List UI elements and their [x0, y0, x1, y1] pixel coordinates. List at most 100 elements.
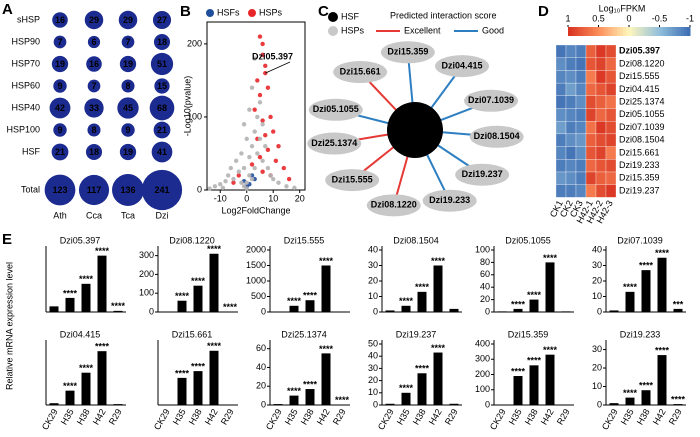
bubble-label: 9: [57, 81, 62, 91]
y-tick-label: 10: [592, 291, 602, 301]
x-tick-label: 0: [244, 193, 249, 203]
colorbar-step: [635, 27, 639, 36]
row-label: Dzi19.237: [619, 185, 660, 195]
colorbar-title: Log₁₀FPKM: [599, 3, 646, 13]
center-label: Dzi05.397: [394, 124, 435, 134]
y-tick-label: 20: [368, 375, 378, 385]
colorbar-step: [674, 27, 679, 36]
bar: [49, 306, 59, 312]
bubble-label: 41: [157, 147, 167, 157]
bar: [449, 403, 459, 405]
colorbar-step: [671, 27, 676, 36]
colorbar-step: [638, 27, 642, 36]
significance: ****: [671, 394, 686, 404]
y-tick-label: 40: [368, 244, 378, 254]
heat-cell: [565, 108, 577, 122]
colorbar-step: [677, 27, 682, 36]
point: [236, 173, 241, 178]
bubble-label: 241: [154, 185, 169, 195]
bubble-label: 68: [157, 103, 167, 113]
significance: ****: [95, 246, 110, 256]
heat-cell: [605, 184, 617, 198]
point: [220, 185, 226, 191]
significance: ****: [335, 395, 350, 405]
bar: [209, 350, 219, 405]
row-label: Dzi25.1374: [619, 97, 665, 107]
heat-cell: [585, 108, 597, 122]
significance: ****: [527, 356, 542, 366]
panel-label: B: [180, 3, 191, 20]
colorbar-step: [650, 27, 654, 36]
heat-cell: [565, 159, 577, 173]
bubble: [154, 78, 170, 94]
point: [212, 184, 218, 189]
y-tick-label: 20: [480, 294, 490, 304]
colorbar-tick-label: -1: [686, 13, 694, 23]
bubble-label: 45: [123, 103, 133, 113]
significance: ****: [399, 383, 414, 393]
hsp-node: [435, 55, 490, 78]
annotation: Dzi05.397: [252, 51, 293, 61]
node-label: Dzi25.1374: [311, 138, 357, 148]
point: [263, 133, 268, 138]
point: [218, 181, 223, 187]
y-tick-label: 10: [368, 291, 378, 301]
colorbar-step: [647, 27, 651, 36]
column-label: Tca: [121, 210, 135, 220]
point: [273, 158, 279, 163]
bubble: [121, 79, 135, 93]
row-label: HSP100: [6, 124, 40, 134]
heat-cell: [605, 44, 617, 58]
colorbar-step: [580, 27, 584, 36]
bar: [513, 308, 523, 312]
bubble: [119, 143, 137, 161]
bubble: [85, 143, 103, 161]
point: [249, 162, 255, 167]
heat-cell: [555, 146, 567, 160]
y-tick-label: 30: [592, 344, 602, 354]
significance: ****: [655, 248, 670, 258]
panel-label: A: [2, 1, 13, 18]
x-tick-label: H42: [539, 407, 556, 426]
bubble: [153, 33, 171, 51]
colorbar-step: [568, 27, 572, 36]
row-label: Dzi08.1504: [619, 135, 665, 145]
x-tick-label: H42: [91, 407, 108, 426]
significance: ****: [303, 291, 318, 301]
point: [231, 176, 236, 182]
significance: ****: [431, 256, 446, 266]
bubble-label: 7: [57, 37, 62, 47]
point: [225, 173, 231, 178]
panel-label: E: [2, 231, 12, 248]
point: [276, 180, 281, 185]
significance: ****: [207, 341, 222, 351]
point: [241, 122, 247, 127]
bar: [513, 376, 523, 405]
bubble: [49, 97, 71, 119]
significance: ****: [639, 261, 654, 271]
x-tick-label: H35: [395, 407, 412, 426]
point: [252, 56, 257, 61]
significance: ****: [431, 343, 446, 353]
heat-cell: [555, 57, 567, 71]
y-tick-label: 100: [187, 111, 202, 121]
node-label: Dzi15.359: [387, 47, 428, 57]
column-label: Cca: [86, 210, 102, 220]
colorbar-step: [586, 27, 590, 36]
plot-frame: [206, 21, 306, 191]
bar: [289, 395, 299, 405]
bar: [113, 404, 123, 405]
colorbar-step: [598, 27, 603, 36]
node-label: Dzi08.1504: [474, 131, 520, 141]
y-tick-label: 40: [256, 362, 266, 372]
point: [207, 186, 212, 191]
point: [260, 52, 265, 58]
heat-cell: [605, 133, 617, 147]
point: [276, 143, 281, 149]
bubble: [87, 123, 101, 137]
y-tick-label: 10: [368, 387, 378, 397]
heat-cell: [555, 159, 567, 173]
row-label: Dzi05.397: [619, 46, 660, 56]
point: [252, 107, 257, 112]
node-label: Dzi19.237: [462, 169, 503, 179]
